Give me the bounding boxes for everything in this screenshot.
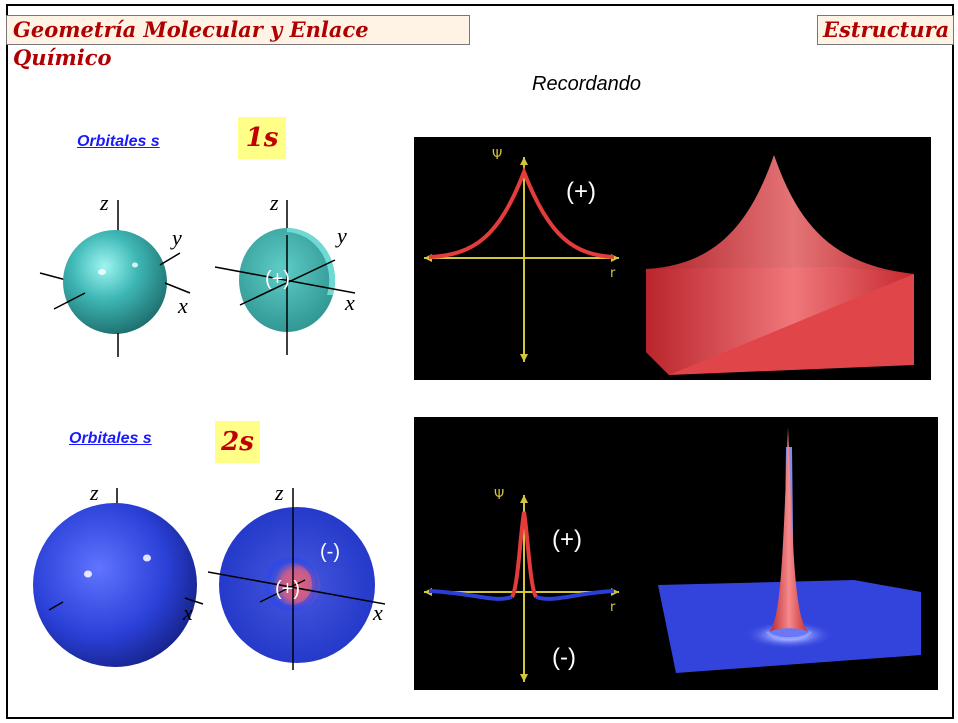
x-axis-label: x (344, 290, 355, 315)
orbital-badge-2s: 2s (215, 421, 260, 463)
r-axis-label: r (610, 266, 616, 281)
psi-plot-2s-panel: Ψ r (+) (-) (414, 417, 938, 690)
x-axis-label: x (177, 293, 188, 318)
slide-title: Geometría Molecular y Enlace Químico (6, 15, 470, 70)
plus-sign-2s: (+) (275, 578, 300, 600)
section-label: Estructura (817, 15, 954, 45)
plot-plus-sign-1s: (+) (566, 178, 596, 205)
sphere-1s-solid: z y x (39, 190, 191, 357)
plot-minus-sign-2s: (-) (552, 644, 576, 671)
plus-sign-1s: (+) (265, 268, 290, 290)
psi-axis-label: Ψ (492, 148, 502, 163)
y-axis-label: y (335, 223, 347, 248)
minus-sign-2s: (-) (320, 541, 340, 563)
subtitle: Recordando (532, 73, 641, 95)
sphere-2s-section: (+) (-) z x (207, 480, 386, 670)
z-axis-label: z (274, 480, 284, 505)
r-axis-label: r (610, 600, 616, 615)
orbitales-s-link-1[interactable]: Orbitales s (77, 133, 160, 150)
z-axis-label: z (99, 190, 109, 215)
psi-plot-1s-panel: Ψ r (+) (414, 137, 931, 380)
plot-plus-sign-2s: (+) (552, 526, 582, 553)
orbital-badge-1s: 1s (238, 117, 286, 159)
psi-axis-label: Ψ (494, 488, 504, 503)
sphere-2s-solid: z x (33, 480, 204, 667)
slide-frame (6, 4, 954, 719)
x-axis-label: x (182, 600, 193, 625)
x-axis-label: x (372, 600, 383, 625)
sphere-1s-section: (+) z y x (214, 190, 356, 355)
orbitales-s-link-2[interactable]: Orbitales s (69, 430, 152, 447)
y-axis-label: y (170, 225, 182, 250)
z-axis-label: z (89, 480, 99, 505)
z-axis-label: z (269, 190, 279, 215)
